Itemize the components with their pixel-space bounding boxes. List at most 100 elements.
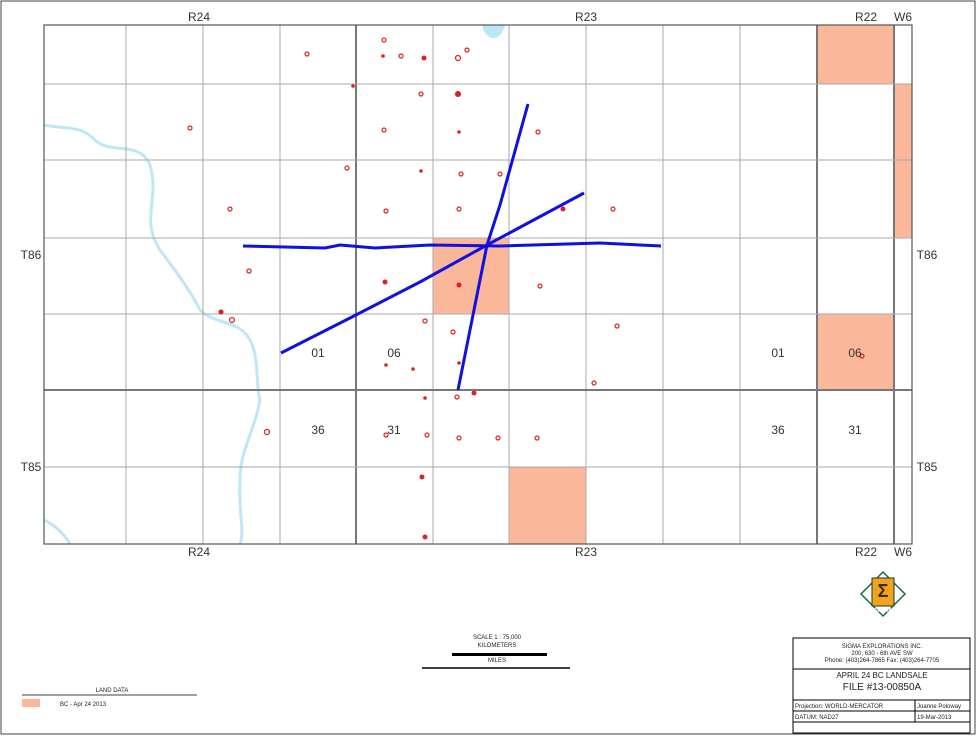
logo-sigma: Σ: [878, 581, 889, 601]
section-label: 36: [311, 423, 325, 437]
parcel: [817, 314, 894, 390]
well: [422, 318, 428, 324]
well: [455, 91, 461, 97]
legend-title: LAND DATA: [96, 688, 129, 694]
parcel: [433, 238, 509, 314]
author: Joanne Poloway: [917, 704, 961, 710]
well: [227, 206, 233, 212]
file-number: FILE #13-00850A: [843, 682, 922, 693]
range-label: R24: [188, 545, 210, 559]
well: [457, 361, 461, 365]
company: SIGMA EXPLORATIONS INC.: [842, 644, 923, 650]
well: [381, 54, 385, 58]
seismic-lines: [242, 103, 662, 391]
river: [43, 518, 72, 545]
lake: [482, 25, 505, 39]
legend: LAND DATA BC - Apr 24 2013: [22, 688, 197, 708]
section-label: 31: [848, 423, 862, 437]
well: [456, 282, 462, 288]
well: [560, 206, 566, 212]
well: [263, 428, 271, 436]
wells: [187, 37, 865, 540]
well: [187, 125, 193, 131]
logo: Σ SIGMA: [859, 570, 907, 618]
well: [497, 171, 503, 177]
well: [457, 130, 461, 134]
datum: DATUM: NAD27: [795, 715, 839, 721]
township-label: T85: [917, 460, 938, 474]
seismic-line: [456, 103, 530, 391]
well: [228, 316, 236, 324]
township-label: T86: [21, 248, 42, 262]
well: [464, 47, 470, 53]
well: [456, 435, 462, 441]
well: [384, 363, 388, 367]
well: [421, 55, 427, 61]
well: [424, 432, 430, 438]
well: [422, 534, 428, 540]
scale-text: SCALE 1 : 75,000: [473, 635, 522, 641]
well: [246, 268, 252, 274]
well: [614, 323, 620, 329]
well: [304, 51, 310, 57]
well: [591, 380, 597, 386]
date: 19-Mar-2013: [917, 715, 952, 721]
parcel: [894, 84, 912, 238]
well: [537, 283, 543, 289]
well: [411, 367, 415, 371]
well: [383, 432, 389, 438]
well: [381, 127, 387, 133]
well: [471, 390, 477, 396]
well: [534, 435, 540, 441]
well: [456, 206, 462, 212]
well: [344, 165, 350, 171]
well: [419, 169, 423, 173]
seismic-line: [280, 191, 585, 355]
well: [418, 91, 424, 97]
range-label: R23: [575, 10, 597, 24]
logo-text: SIGMA: [874, 608, 892, 614]
section-label: 06: [387, 346, 401, 360]
parcel: [817, 25, 894, 84]
section-label: 36: [771, 423, 785, 437]
scale-unit: MILES: [488, 658, 506, 664]
township-label: T86: [917, 248, 938, 262]
township-label: T85: [21, 460, 42, 474]
well: [381, 37, 387, 43]
rivers: [43, 25, 505, 545]
title-block: SIGMA EXPLORATIONS INC. 200, 630 - 6th A…: [792, 637, 971, 734]
section-label: 01: [311, 346, 325, 360]
legend-swatch: [22, 699, 40, 707]
well: [419, 474, 425, 480]
seismic-line: [242, 241, 662, 250]
map-frame: [43, 24, 913, 545]
projection: Projection: WORLD-MERCATOR: [795, 704, 884, 710]
land-parcels: [433, 25, 912, 544]
well: [398, 53, 404, 59]
well: [535, 129, 541, 135]
scale-unit: KILOMETERS: [478, 643, 517, 649]
river: [43, 123, 262, 545]
well: [454, 394, 460, 400]
map-title: APRIL 24 BC LANDSALE: [836, 671, 927, 680]
range-label: R24: [188, 10, 210, 24]
section-label: 01: [771, 346, 785, 360]
scale-segment: [452, 653, 547, 656]
well: [423, 396, 427, 400]
well: [218, 309, 224, 315]
logo-box: [871, 577, 895, 607]
title-frame: [792, 637, 971, 734]
phone: Phone: (403)264-7865 Fax: (403)264-7705: [825, 658, 940, 664]
section-label: 06: [848, 346, 862, 360]
range-label: R22: [855, 10, 877, 24]
legend-item: BC - Apr 24 2013: [60, 702, 107, 708]
well: [610, 206, 616, 212]
scale-bar: SCALE 1 : 75,000 KILOMETERS MILES: [422, 635, 570, 669]
range-label: W6: [894, 545, 912, 559]
well: [450, 329, 456, 335]
section-label: 31: [387, 423, 401, 437]
well: [458, 171, 464, 177]
